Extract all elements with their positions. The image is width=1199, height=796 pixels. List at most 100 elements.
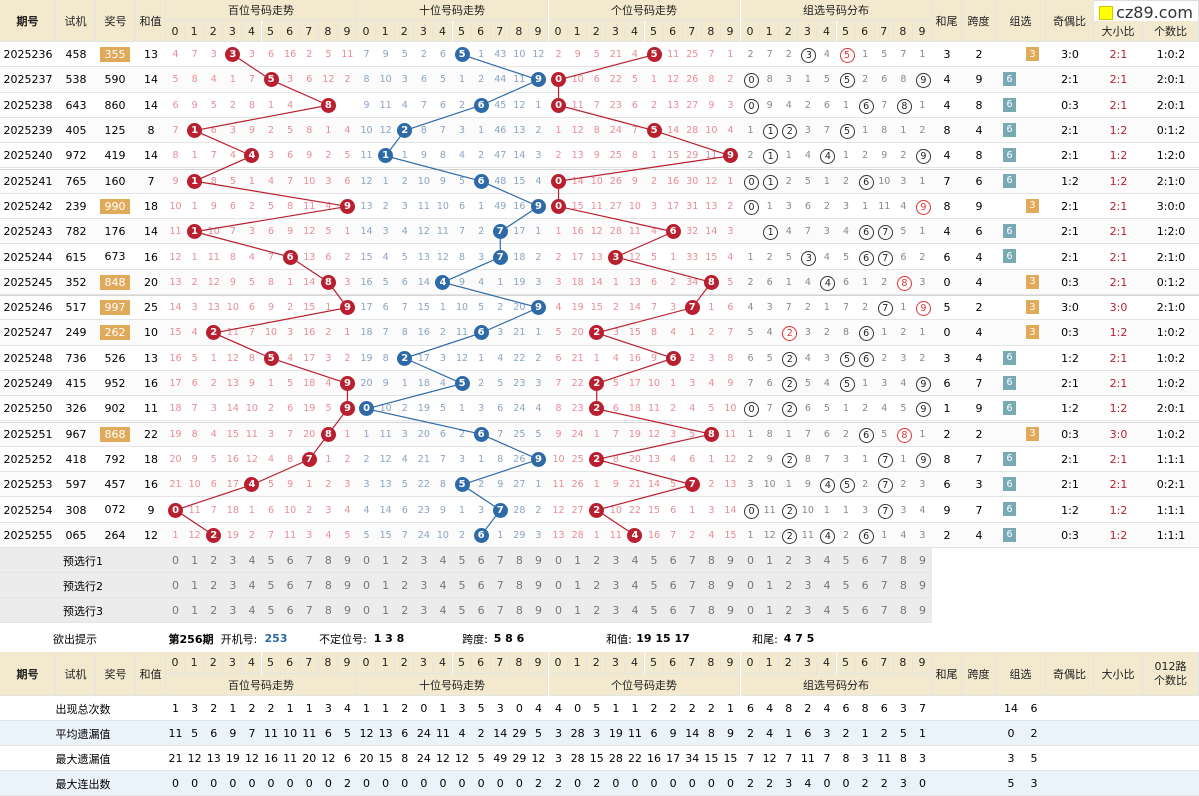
preselect-digit[interactable]: 4 (823, 579, 831, 592)
preselect-digit[interactable]: 5 (267, 604, 275, 617)
preselect-digit[interactable]: 1 (766, 579, 774, 592)
preselect-digit[interactable]: 0 (555, 554, 563, 567)
preselect-digit[interactable]: 5 (267, 554, 275, 567)
preselect-digit[interactable]: 1 (382, 579, 390, 592)
preselect-digit[interactable]: 6 (286, 554, 294, 567)
preselect-digit[interactable]: 9 (534, 604, 542, 617)
preselect-digit[interactable]: 1 (382, 604, 390, 617)
preselect-digit[interactable]: 9 (726, 604, 734, 617)
preselect-digit[interactable]: 9 (726, 554, 734, 567)
preselect-digit[interactable]: 3 (804, 604, 812, 617)
preselect-digit[interactable]: 4 (823, 554, 831, 567)
preselect-digit[interactable]: 6 (286, 579, 294, 592)
preselect-digit[interactable]: 6 (669, 579, 677, 592)
preselect-digit[interactable]: 4 (631, 604, 639, 617)
preselect-digit[interactable]: 3 (804, 554, 812, 567)
preselect-digit[interactable]: 4 (248, 604, 256, 617)
preselect-digit[interactable]: 6 (861, 579, 869, 592)
preselect-digit[interactable]: 0 (172, 554, 180, 567)
preselect-digit[interactable]: 0 (555, 604, 563, 617)
preselect-digit[interactable]: 0 (363, 554, 371, 567)
preselect-digit[interactable]: 9 (534, 554, 542, 567)
preselect-digit[interactable]: 0 (747, 554, 755, 567)
preselect-digit[interactable]: 5 (458, 554, 466, 567)
preselect-digit[interactable]: 7 (305, 554, 313, 567)
preselect-digit[interactable]: 3 (420, 604, 428, 617)
preselect-digit[interactable]: 1 (574, 579, 582, 592)
preselect-digit[interactable]: 6 (861, 554, 869, 567)
bottom-header-period-cell[interactable]: 期号 (0, 652, 56, 696)
preselect-digit[interactable]: 5 (458, 604, 466, 617)
preselect-digit[interactable]: 1 (766, 554, 774, 567)
preselect-digit[interactable]: 7 (305, 604, 313, 617)
preselect-digit[interactable]: 9 (918, 604, 926, 617)
preselect-digit[interactable]: 8 (515, 604, 523, 617)
preselect-digit[interactable]: 8 (515, 579, 523, 592)
preselect-digit[interactable]: 7 (688, 579, 696, 592)
preselect-digit[interactable]: 6 (286, 604, 294, 617)
preselect-digit[interactable]: 4 (439, 579, 447, 592)
preselect-digit[interactable]: 0 (363, 579, 371, 592)
preselect-digit[interactable]: 2 (210, 579, 218, 592)
preselect-digit[interactable]: 0 (747, 579, 755, 592)
preselect-digit[interactable]: 7 (496, 579, 504, 592)
preselect-digit[interactable]: 4 (248, 554, 256, 567)
preselect-digit[interactable]: 4 (248, 579, 256, 592)
preselect-digit[interactable]: 1 (574, 604, 582, 617)
preselect-digit[interactable]: 5 (650, 554, 658, 567)
preselect-digit[interactable]: 7 (880, 604, 888, 617)
preselect-digit[interactable]: 9 (918, 579, 926, 592)
preselect-digit[interactable]: 2 (785, 579, 793, 592)
preselect-digit[interactable]: 8 (707, 554, 715, 567)
preselect-digit[interactable]: 8 (324, 604, 332, 617)
preselect-digit[interactable]: 5 (650, 579, 658, 592)
preselect-digit[interactable]: 5 (650, 604, 658, 617)
preselect-digit[interactable]: 4 (823, 604, 831, 617)
preselect-digit[interactable]: 6 (861, 604, 869, 617)
preselect-digit[interactable]: 8 (324, 554, 332, 567)
preselect-digit[interactable]: 0 (172, 579, 180, 592)
preselect-digit[interactable]: 2 (593, 554, 601, 567)
preselect-digit[interactable]: 2 (210, 554, 218, 567)
preselect-digit[interactable]: 2 (210, 604, 218, 617)
preselect-digit[interactable]: 3 (229, 604, 237, 617)
preselect-digit[interactable]: 9 (918, 554, 926, 567)
preselect-digit[interactable]: 3 (229, 579, 237, 592)
preselect-digit[interactable]: 7 (880, 554, 888, 567)
preselect-digit[interactable]: 1 (574, 554, 582, 567)
preselect-digit[interactable]: 2 (785, 604, 793, 617)
preselect-digit[interactable]: 2 (401, 554, 409, 567)
preselect-digit[interactable]: 6 (669, 604, 677, 617)
preselect-digit[interactable]: 0 (363, 604, 371, 617)
preselect-digit[interactable]: 6 (669, 554, 677, 567)
preselect-digit[interactable]: 5 (842, 604, 850, 617)
preselect-digit[interactable]: 2 (401, 604, 409, 617)
preselect-digit[interactable]: 8 (899, 579, 907, 592)
preselect-digit[interactable]: 1 (191, 579, 199, 592)
preselect-digit[interactable]: 6 (477, 554, 485, 567)
preselect-digit[interactable]: 1 (191, 604, 199, 617)
preselect-digit[interactable]: 7 (496, 554, 504, 567)
preselect-digit[interactable]: 8 (899, 554, 907, 567)
preselect-digit[interactable]: 3 (229, 554, 237, 567)
preselect-digit[interactable]: 5 (267, 579, 275, 592)
preselect-digit[interactable]: 4 (631, 554, 639, 567)
preselect-digit[interactable]: 3 (420, 554, 428, 567)
preselect-digit[interactable]: 1 (191, 554, 199, 567)
preselect-digit[interactable]: 2 (785, 554, 793, 567)
preselect-digit[interactable]: 1 (382, 554, 390, 567)
preselect-digit[interactable]: 4 (439, 554, 447, 567)
preselect-digit[interactable]: 1 (766, 604, 774, 617)
preselect-digit[interactable]: 8 (707, 604, 715, 617)
preselect-digit[interactable]: 5 (842, 554, 850, 567)
preselect-digit[interactable]: 7 (496, 604, 504, 617)
preselect-digit[interactable]: 6 (477, 579, 485, 592)
preselect-digit[interactable]: 8 (515, 554, 523, 567)
preselect-digit[interactable]: 7 (688, 554, 696, 567)
preselect-digit[interactable]: 7 (880, 579, 888, 592)
preselect-digit[interactable]: 8 (899, 604, 907, 617)
preselect-digit[interactable]: 9 (343, 579, 351, 592)
preselect-digit[interactable]: 8 (324, 579, 332, 592)
preselect-digit[interactable]: 3 (612, 554, 620, 567)
preselect-digit[interactable]: 7 (305, 579, 313, 592)
